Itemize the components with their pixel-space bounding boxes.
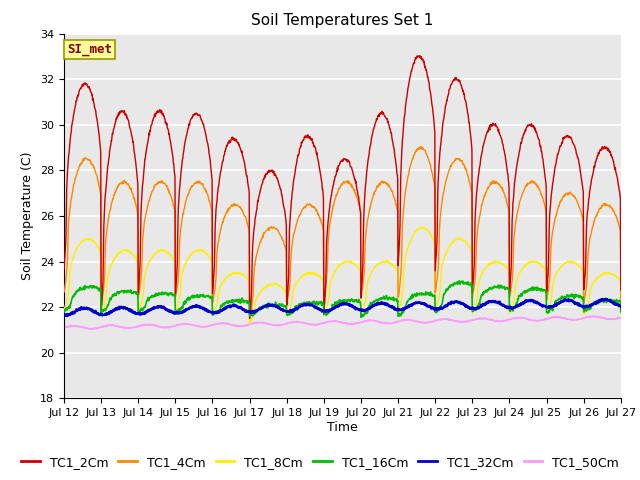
X-axis label: Time: Time (327, 421, 358, 434)
Legend: TC1_2Cm, TC1_4Cm, TC1_8Cm, TC1_16Cm, TC1_32Cm, TC1_50Cm: TC1_2Cm, TC1_4Cm, TC1_8Cm, TC1_16Cm, TC1… (16, 451, 624, 474)
Y-axis label: Soil Temperature (C): Soil Temperature (C) (22, 152, 35, 280)
Title: Soil Temperatures Set 1: Soil Temperatures Set 1 (252, 13, 433, 28)
Text: SI_met: SI_met (67, 43, 112, 56)
